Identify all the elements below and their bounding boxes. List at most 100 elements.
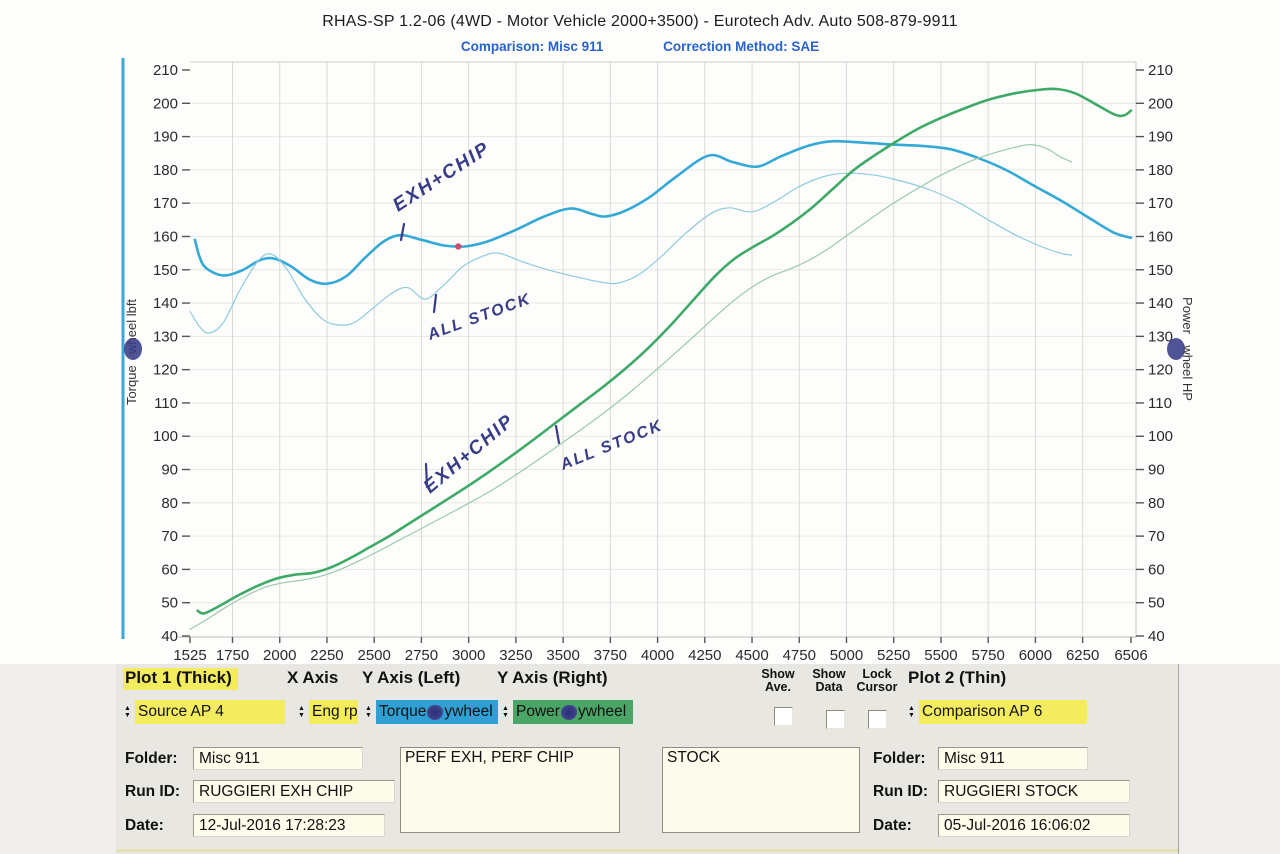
date-field-left[interactable]: 12-Jul-2016 17:28:23 — [193, 814, 385, 837]
show-ave-header: Show Ave. — [761, 667, 795, 694]
x-tick-label: 3000 — [452, 647, 485, 664]
spin-down-icon: ▼ — [908, 712, 915, 719]
runid-label-left: Run ID: — [125, 783, 181, 800]
y-axis-right-header: Y Axis (Right) — [497, 668, 608, 687]
plot1-header: Plot 1 (Thick) — [123, 668, 238, 690]
handwritten-annotation: EXH+CHIP — [389, 138, 494, 216]
y-left-select-text: Torque — [379, 703, 427, 720]
page-subtitle: Comparison: Misc 911 Correction Method: … — [0, 39, 1280, 54]
y-tick-label-right: 170 — [1148, 195, 1173, 212]
lock-cursor-checkbox[interactable] — [868, 710, 887, 729]
date-label-left: Date: — [125, 817, 164, 834]
folder-field-left[interactable]: Misc 911 — [193, 747, 363, 770]
handwritten-tick-mark — [399, 222, 406, 242]
y-tick-label-left: 140 — [153, 295, 178, 312]
y-tick-label-left: 130 — [153, 328, 178, 345]
y-tick-label-right: 140 — [1148, 295, 1173, 312]
y-tick-label-left: 90 — [161, 462, 178, 479]
spin-down-icon: ▼ — [365, 712, 372, 719]
y-right-select-text2: ywheel — [577, 703, 627, 720]
y-tick-label-left: 160 — [153, 228, 178, 245]
y-tick-label-right: 110 — [1148, 395, 1172, 412]
runid-field-left[interactable]: RUGGIERI EXH CHIP — [193, 780, 395, 803]
y-tick-label-right: 80 — [1148, 495, 1165, 512]
y-tick-label-right: 40 — [1148, 628, 1165, 645]
comparison-spinner[interactable]: ▲ ▼ — [905, 700, 918, 724]
subtitle-correction: Correction Method: SAE — [663, 39, 820, 54]
y-tick-label-right: 120 — [1148, 362, 1173, 379]
comment-box-right[interactable]: STOCK — [662, 747, 860, 833]
spin-down-icon: ▼ — [298, 712, 305, 719]
y-left-select[interactable]: Torque ywheel — [376, 700, 498, 724]
chart-region: RHAS-SP 1.2-06 (4WD - Motor Vehicle 2000… — [0, 0, 1280, 664]
y-tick-label-right: 210 — [1148, 62, 1173, 79]
y-tick-label-left: 80 — [161, 495, 178, 512]
x-axis-header: X Axis — [287, 668, 339, 687]
runid-field-right[interactable]: RUGGIERI STOCK — [938, 780, 1130, 803]
curve-power-exh-chip-plot-1-thick- — [196, 87, 1133, 615]
y-tick-label-left: 210 — [153, 62, 178, 79]
y-axis-left-header: Y Axis (Left) — [362, 668, 461, 687]
y-tick-label-right: 180 — [1148, 162, 1173, 179]
x-channel-select[interactable]: Eng rpm — [309, 700, 358, 724]
lock-cursor-header: Lock Cursor — [856, 667, 898, 694]
page-title: RHAS-SP 1.2-06 (4WD - Motor Vehicle 2000… — [322, 13, 958, 30]
y-tick-label-right: 150 — [1148, 262, 1173, 279]
y-tick-label-left: 100 — [153, 428, 178, 445]
y-tick-label-left: 120 — [153, 362, 178, 379]
x-tick-label: 1525 — [173, 647, 206, 664]
spin-up-icon: ▲ — [124, 705, 131, 712]
folder-label-right: Folder: — [873, 750, 926, 767]
x-tick-label: 4750 — [783, 647, 816, 664]
curve-torque-exh-chip-plot-1-thick- — [193, 139, 1133, 286]
y-tick-label-left: 190 — [153, 129, 178, 146]
show-data-header: Show Data — [812, 667, 846, 694]
scan-artifact — [116, 849, 1178, 852]
handwritten-annotation: ALL STOCK — [557, 417, 665, 474]
source-select[interactable]: Source AP 4 — [135, 700, 285, 724]
y-right-select-text: Power — [516, 703, 560, 720]
x-tick-label: 4500 — [735, 647, 768, 664]
y-tick-label-left: 150 — [153, 262, 178, 279]
y-tick-label-left: 170 — [153, 195, 178, 212]
show-data-checkbox[interactable] — [826, 710, 845, 729]
y-tick-label-left: 110 — [154, 395, 178, 412]
x-channel-spinner[interactable]: ▲ ▼ — [295, 700, 308, 724]
y-tick-label-left: 60 — [161, 561, 178, 578]
comment-box-left[interactable]: PERF EXH, PERF CHIP — [400, 747, 620, 833]
x-tick-label: 5500 — [924, 647, 957, 664]
show-ave-checkbox[interactable] — [774, 707, 793, 726]
x-tick-label: 3750 — [594, 647, 627, 664]
comparison-select[interactable]: Comparison AP 6 — [919, 700, 1087, 724]
y-right-spinner[interactable]: ▲ ▼ — [499, 700, 512, 724]
y-tick-label-right: 160 — [1148, 228, 1173, 245]
pen-scribble — [124, 338, 142, 360]
x-tick-label: 5000 — [830, 647, 863, 664]
spin-up-icon: ▲ — [365, 705, 372, 712]
dyno-chart[interactable]: 40 40 50 50 60 60 70 70 80 80 90 90 100 100 110 110 120 1… — [0, 0, 1280, 664]
runid-label-right: Run ID: — [873, 783, 929, 800]
spin-up-icon: ▲ — [908, 705, 915, 712]
y-tick-label-right: 70 — [1148, 528, 1165, 545]
y-left-select-text2: ywheel — [444, 703, 493, 720]
plot2-header: Plot 2 (Thin) — [908, 668, 1007, 687]
spin-down-icon: ▼ — [124, 712, 131, 719]
spin-up-icon: ▲ — [298, 705, 305, 712]
y-tick-label-right: 130 — [1148, 328, 1173, 345]
data-cursor-dot — [455, 243, 462, 250]
x-tick-label: 1750 — [216, 647, 249, 664]
folder-field-right[interactable]: Misc 911 — [938, 747, 1088, 770]
y-tick-label-left: 200 — [153, 95, 178, 112]
x-tick-label: 5750 — [971, 647, 1004, 664]
y-right-axis-title: Power wheel HP — [1180, 297, 1195, 401]
y-right-select[interactable]: Power ywheel — [513, 700, 633, 724]
x-tick-label: 2000 — [263, 647, 296, 664]
date-field-right[interactable]: 05-Jul-2016 16:06:02 — [938, 814, 1130, 837]
curve-torque-all-stock-plot-2-thin- — [189, 172, 1073, 334]
y-tick-label-left: 40 — [161, 628, 178, 645]
pen-scribble — [427, 704, 444, 720]
y-left-spinner[interactable]: ▲ ▼ — [362, 700, 375, 724]
spin-up-icon: ▲ — [502, 705, 509, 712]
source-spinner[interactable]: ▲ ▼ — [121, 700, 134, 724]
